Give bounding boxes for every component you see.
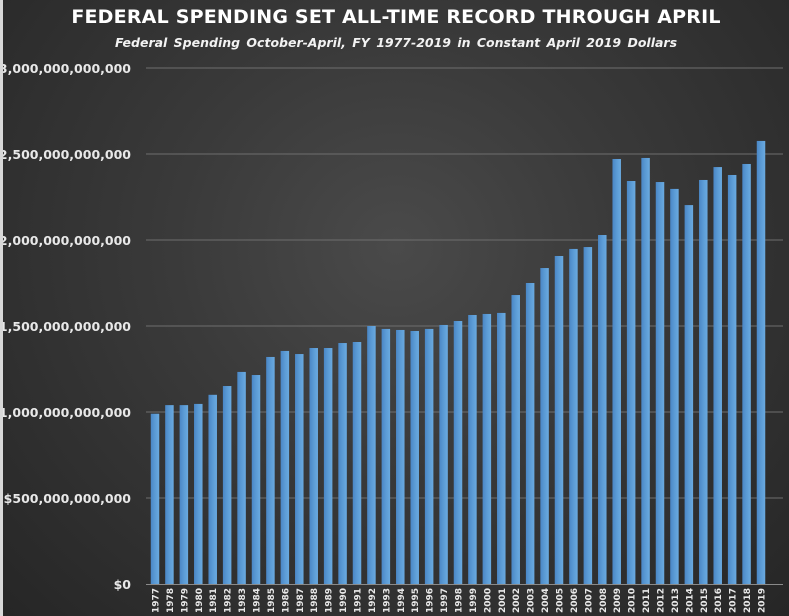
x-tick-label: 2002 xyxy=(512,588,522,613)
bar-1998 xyxy=(453,321,463,584)
bar-2013 xyxy=(670,188,679,584)
y-tick-label: $1,500,000,000,000 xyxy=(3,319,131,334)
bar-1977 xyxy=(150,413,160,584)
bar-chart: $0 $500,000,000,000 $1,000,000,000,000 $1,5… xyxy=(3,61,783,613)
y-tick-label: $0 xyxy=(114,577,132,592)
bar-2006 xyxy=(569,248,578,584)
chart-title: FEDERAL SPENDING SET ALL-TIME RECORD THR… xyxy=(71,6,721,28)
bar-1982 xyxy=(222,386,232,584)
bar-1996 xyxy=(424,328,434,584)
x-tick-label: 2018 xyxy=(743,588,753,613)
x-tick-label: 1986 xyxy=(281,588,291,613)
bar-1990 xyxy=(338,343,347,584)
bar-1979 xyxy=(179,405,189,584)
bar-1992 xyxy=(367,326,376,584)
x-tick-label: 1981 xyxy=(209,588,219,613)
x-tick-label: 1984 xyxy=(253,588,263,613)
bar-2008 xyxy=(598,235,607,584)
x-tick-label: 1993 xyxy=(382,588,392,613)
bar-2016 xyxy=(713,167,722,584)
x-tick-label: 1989 xyxy=(325,588,335,613)
y-tick-label: $1,000,000,000,000 xyxy=(3,405,131,420)
x-tick-label: 1979 xyxy=(180,588,190,613)
bar-2010 xyxy=(626,181,636,584)
bar-2009 xyxy=(612,158,621,584)
bar-1986 xyxy=(280,350,290,584)
x-tick-label: 1987 xyxy=(296,588,306,613)
bar-2014 xyxy=(684,205,694,585)
x-tick-label: 1982 xyxy=(224,588,234,613)
bar-1995 xyxy=(410,330,419,584)
bar-1981 xyxy=(208,394,217,584)
x-tick-label: 2016 xyxy=(714,588,724,613)
x-tick-label: 2005 xyxy=(556,588,566,613)
x-tick-label: 2013 xyxy=(671,588,681,613)
x-tick-label: 1992 xyxy=(368,588,378,613)
bar-1994 xyxy=(396,329,405,584)
bar-1987 xyxy=(295,354,304,584)
bar-1980 xyxy=(194,403,203,584)
bar-2019 xyxy=(756,140,766,585)
bar-1993 xyxy=(381,328,391,584)
bar-2005 xyxy=(554,255,564,584)
x-tick-label: 2010 xyxy=(628,588,638,613)
x-tick-label: 1998 xyxy=(455,588,465,613)
bar-1983 xyxy=(237,371,246,584)
bar-2004 xyxy=(540,268,549,584)
x-tick-label: 2011 xyxy=(642,588,652,613)
x-tick-label: 2009 xyxy=(613,588,623,613)
x-tick-label: 1980 xyxy=(195,588,205,613)
x-tick-label: 2017 xyxy=(729,588,739,613)
x-tick-label: 1995 xyxy=(411,588,421,613)
x-tick-label: 1977 xyxy=(152,588,162,613)
x-tick-label: 1991 xyxy=(354,588,364,613)
x-tick-label: 2008 xyxy=(599,588,609,613)
bar-1991 xyxy=(352,341,362,584)
x-tick-label: 1996 xyxy=(426,588,436,613)
bar-1984 xyxy=(251,375,261,584)
bar-2012 xyxy=(655,182,665,584)
bar-2018 xyxy=(742,163,751,584)
bar-2000 xyxy=(482,313,492,584)
bar-2002 xyxy=(511,295,520,584)
bar-1978 xyxy=(165,405,174,584)
bar-2001 xyxy=(497,312,506,584)
bar-2017 xyxy=(727,174,737,584)
x-tick-label: 2019 xyxy=(758,588,768,613)
x-tick-label: 2012 xyxy=(657,588,667,613)
x-tick-label: 1999 xyxy=(469,588,479,613)
x-tick-label: 1997 xyxy=(440,588,450,613)
x-tick-label: 1994 xyxy=(397,588,407,613)
x-tick-label: 1990 xyxy=(339,588,349,613)
y-tick-label: $2,500,000,000,000 xyxy=(3,147,131,162)
y-tick-label: $3,000,000,000,000 xyxy=(3,61,131,76)
x-tick-label: 1983 xyxy=(238,588,248,613)
x-tick-label: 2006 xyxy=(570,588,580,613)
x-tick-label: 2003 xyxy=(527,588,537,613)
x-tick-label: 2000 xyxy=(483,588,493,613)
bar-1997 xyxy=(439,324,448,584)
x-tick-label: 1978 xyxy=(166,588,176,613)
x-tick-label: 2014 xyxy=(685,588,695,613)
y-tick-label: $2,000,000,000,000 xyxy=(3,233,131,248)
x-tick-label: 2004 xyxy=(541,588,551,613)
x-tick-label: 1988 xyxy=(310,588,320,613)
bar-1985 xyxy=(266,356,275,584)
x-tick-label: 2015 xyxy=(700,588,710,613)
bar-2007 xyxy=(583,247,593,584)
bar-2011 xyxy=(641,157,650,584)
bar-1989 xyxy=(323,348,333,584)
bar-2015 xyxy=(699,179,708,585)
bar-1988 xyxy=(309,348,318,584)
bar-2003 xyxy=(525,283,535,584)
chart-subtitle: Federal Spending October-April, FY 1977-… xyxy=(114,35,678,50)
x-tick-label: 2007 xyxy=(584,588,594,613)
x-tick-label: 1985 xyxy=(267,588,277,613)
y-tick-label: $500,000,000,000 xyxy=(4,491,132,506)
bar-1999 xyxy=(468,314,477,584)
x-tick-label: 2001 xyxy=(498,588,508,613)
